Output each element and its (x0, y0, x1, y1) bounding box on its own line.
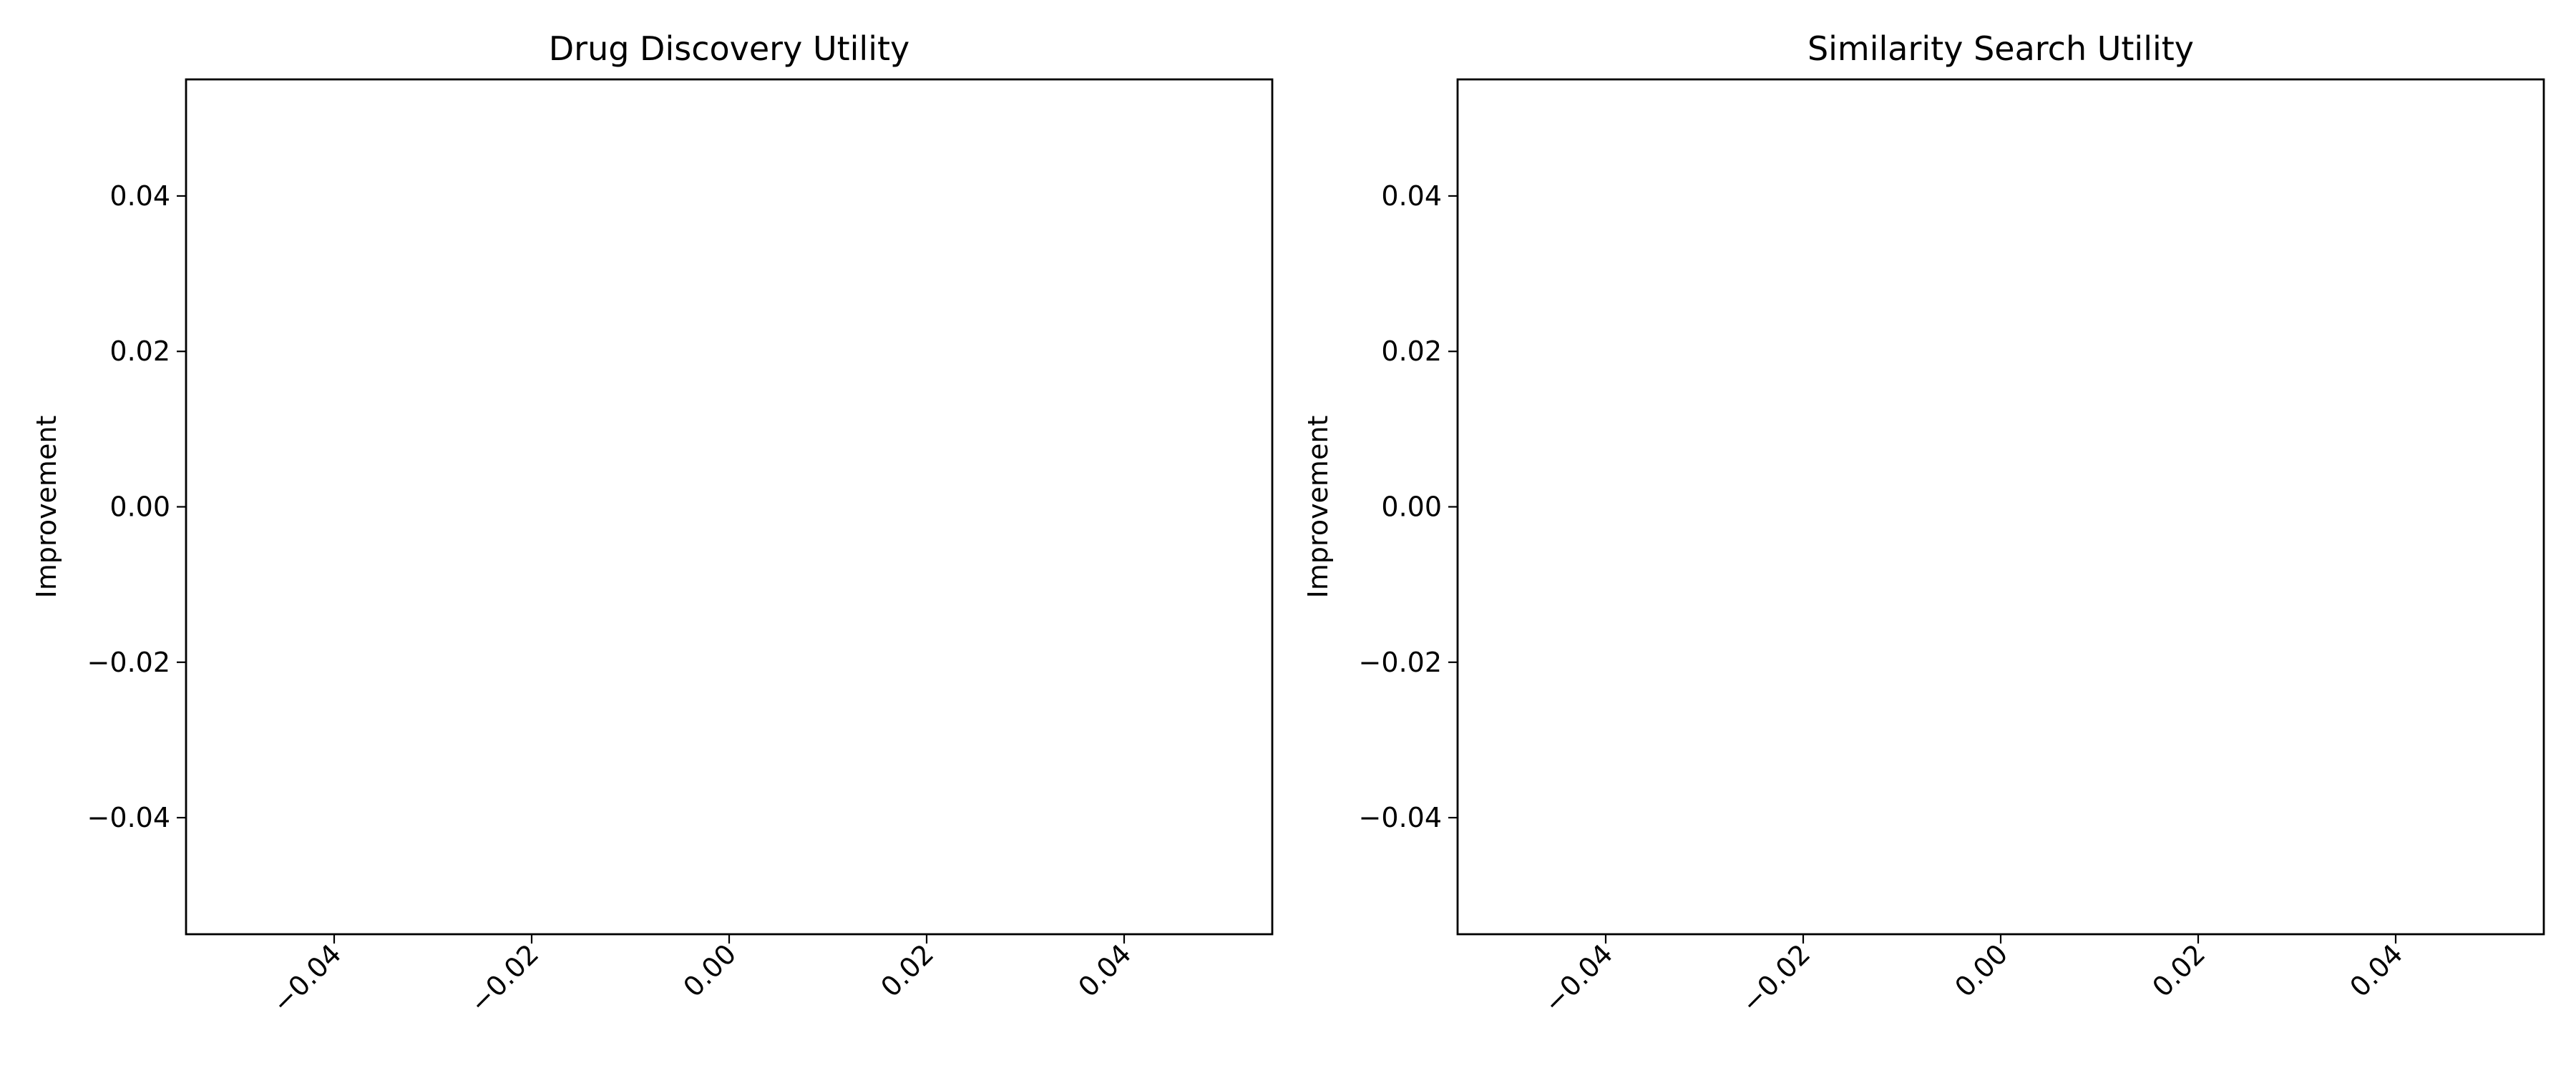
y-tick-label: −0.04 (87, 802, 170, 833)
y-tick-label: −0.02 (1359, 647, 1442, 678)
y-axis-label: Improvement (1302, 416, 1334, 599)
chart-title: Similarity Search Utility (1807, 29, 2194, 68)
y-tick-label: 0.02 (109, 335, 170, 367)
y-tick-label: −0.04 (1359, 802, 1442, 833)
y-axis-ticks: 0.04 0.02 0.00 −0.02 −0.04 (1359, 180, 1458, 833)
y-tick-label: 0.00 (1381, 491, 1442, 523)
chart-title: Drug Discovery Utility (549, 29, 910, 68)
y-axis-label: Improvement (31, 416, 62, 599)
y-tick-label: 0.02 (1381, 335, 1442, 367)
y-tick-label: 0.04 (1381, 180, 1442, 212)
y-tick-label: 0.04 (109, 180, 170, 212)
y-tick-label: 0.00 (109, 491, 170, 523)
y-axis-ticks: 0.04 0.02 0.00 −0.02 −0.04 (87, 180, 186, 833)
y-tick-label: −0.02 (87, 647, 170, 678)
